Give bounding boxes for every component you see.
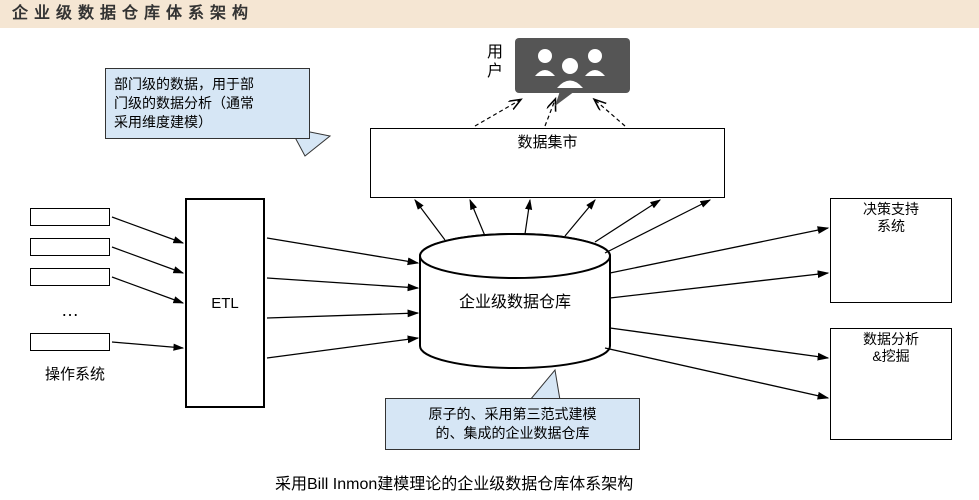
os-box-1 (30, 208, 110, 226)
users-label: 用 户 (480, 43, 510, 81)
atomic-callout: 原子的、采用第三范式建模 的、集成的企业数据仓库 (385, 398, 640, 450)
diagram-canvas: … 操作系统 ETL 部门级的数据，用于部 门级的数据分析（通常 采用维度建模）… (0, 28, 979, 500)
users-icon (515, 38, 630, 106)
os-ellipsis: … (30, 300, 110, 321)
os-box-2 (30, 238, 110, 256)
os-box-3 (30, 268, 110, 286)
dss-label: 决策支持 系统 (831, 201, 951, 235)
os-label: 操作系统 (30, 363, 120, 384)
data-marts-label: 数据集市 (371, 131, 724, 152)
data-marts-box: 数据集市 (370, 128, 725, 198)
dept-callout: 部门级的数据，用于部 门级的数据分析（通常 采用维度建模） (105, 68, 310, 139)
edw-label: 企业级数据仓库 (420, 288, 610, 312)
dss-box: 决策支持 系统 (830, 198, 952, 303)
etl-box: ETL (185, 198, 265, 408)
page-title: 企业级数据仓库体系架构 (0, 0, 979, 28)
mining-label: 数据分析 &挖掘 (831, 331, 951, 365)
etl-label: ETL (211, 295, 239, 312)
diagram-caption: 采用Bill Inmon建模理论的企业级数据仓库体系架构 (275, 470, 633, 494)
os-box-4 (30, 333, 110, 351)
mining-box: 数据分析 &挖掘 (830, 328, 952, 440)
